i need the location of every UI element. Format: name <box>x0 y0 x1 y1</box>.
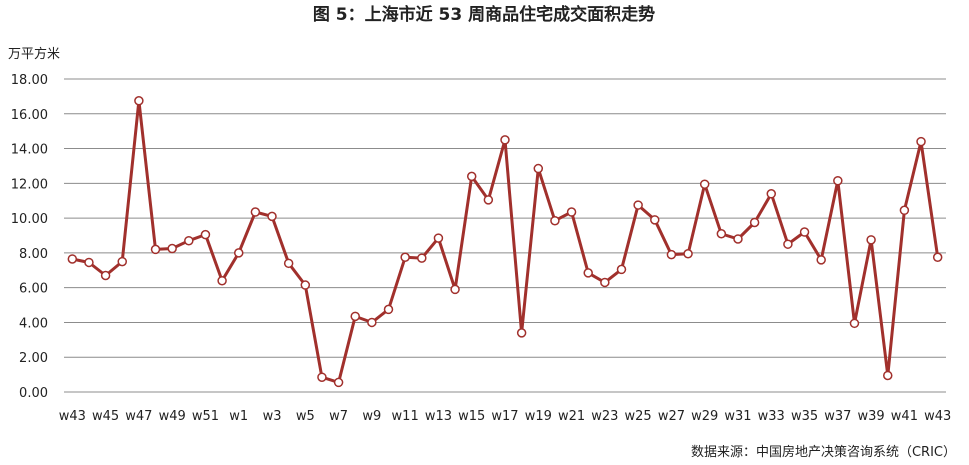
x-tick-label: w15 <box>458 409 485 424</box>
y-axis-unit-label: 万平方米 <box>8 46 60 62</box>
x-tick-label: w35 <box>791 409 818 424</box>
data-point <box>350 311 360 322</box>
y-tick-label: 18.00 <box>11 73 48 88</box>
x-tick-label: w21 <box>558 409 585 424</box>
x-tick-label: w3 <box>263 409 282 424</box>
data-point <box>283 258 294 269</box>
data-point <box>433 233 444 243</box>
data-point <box>500 135 510 145</box>
data-point <box>483 195 494 205</box>
x-tick-label: w43 <box>59 409 86 424</box>
data-point <box>417 253 427 263</box>
data-point <box>217 275 227 286</box>
data-point <box>150 244 161 255</box>
x-tick-label: w29 <box>691 409 718 424</box>
x-tick-label: w33 <box>758 409 785 424</box>
data-point <box>200 229 211 240</box>
data-point <box>799 227 810 237</box>
x-tick-label: w27 <box>658 409 685 424</box>
y-tick-label: 4.00 <box>19 316 48 331</box>
x-tick-label: w25 <box>625 409 652 424</box>
data-point <box>317 372 327 382</box>
data-point <box>932 252 943 262</box>
data-point <box>134 95 144 106</box>
y-tick-label: 8.00 <box>19 247 48 262</box>
data-point <box>766 189 777 199</box>
x-tick-label: w13 <box>425 409 452 424</box>
x-tick-label: w45 <box>92 409 119 424</box>
x-tick-label: w11 <box>392 409 419 424</box>
gridlines <box>64 78 946 358</box>
x-tick-label: w19 <box>525 409 552 424</box>
data-point <box>583 268 593 278</box>
data-point <box>749 217 760 228</box>
data-point <box>450 284 460 295</box>
data-point <box>866 235 876 245</box>
data-point <box>516 328 527 338</box>
data-point <box>683 249 693 259</box>
y-tick-label: 2.00 <box>19 351 48 366</box>
data-point <box>533 163 544 174</box>
chart-title: 图 5：上海市近 53 周商品住宅成交面积走势 <box>313 4 655 25</box>
data-point <box>250 207 261 217</box>
data-point <box>699 179 710 189</box>
x-tick-label: w41 <box>891 409 918 424</box>
data-point <box>899 205 910 216</box>
data-point <box>466 171 477 182</box>
data-point <box>616 264 627 275</box>
data-point <box>400 252 410 262</box>
data-point <box>67 254 78 264</box>
data-points <box>67 95 943 388</box>
x-tick-label: w43 <box>924 409 951 424</box>
y-tick-label: 14.00 <box>11 143 48 158</box>
data-point <box>367 317 377 328</box>
data-point <box>666 249 677 260</box>
y-tick-label: 6.00 <box>19 282 48 297</box>
data-point <box>816 255 826 265</box>
data-point <box>167 243 177 254</box>
data-point <box>233 248 244 258</box>
data-point <box>267 211 277 222</box>
source-note: 数据来源：中国房地产决策咨询系统（CRIC） <box>691 444 956 460</box>
y-tick-label: 12.00 <box>11 177 48 192</box>
y-tick-label: 10.00 <box>11 212 48 227</box>
data-point <box>184 235 194 246</box>
x-tick-label: w31 <box>724 409 751 424</box>
y-tick-label: 0.00 <box>19 386 48 401</box>
data-point <box>383 304 394 315</box>
x-tick-label: w39 <box>858 409 885 424</box>
data-point <box>566 207 577 217</box>
data-point <box>883 370 893 381</box>
x-tick-label: w9 <box>362 409 381 424</box>
y-axis-tick-labels: 0.00 2.00 4.00 6.00 8.00 10.00 12.00 14.00 16.00… <box>11 73 48 401</box>
data-point <box>733 234 743 244</box>
data-point <box>849 318 860 329</box>
data-point <box>716 229 727 239</box>
x-tick-label: w47 <box>125 409 152 424</box>
x-tick-label: w23 <box>591 409 618 424</box>
data-point <box>916 136 926 147</box>
x-tick-label: w1 <box>229 409 248 424</box>
data-point <box>117 256 127 267</box>
x-tick-label: w51 <box>192 409 219 424</box>
x-axis-tick-labels: w43 w45 w47 w49 w51 w1 w3 w5 w7 w9 w11 w13 w15 w17 w19… <box>59 409 952 424</box>
x-tick-label: w7 <box>329 409 348 424</box>
data-point <box>300 280 311 290</box>
data-point <box>833 175 843 186</box>
x-tick-label: w5 <box>296 409 315 424</box>
x-tick-label: w17 <box>491 409 518 424</box>
data-point <box>100 270 111 281</box>
data-point <box>333 377 344 388</box>
data-point <box>650 215 660 225</box>
x-tick-label: w49 <box>159 409 186 424</box>
data-point <box>633 200 643 210</box>
y-tick-label: 16.00 <box>11 108 48 123</box>
data-point <box>84 257 94 268</box>
x-tick-label: w37 <box>824 409 851 424</box>
data-point <box>600 277 610 288</box>
data-point <box>783 239 793 249</box>
data-point <box>550 215 560 226</box>
